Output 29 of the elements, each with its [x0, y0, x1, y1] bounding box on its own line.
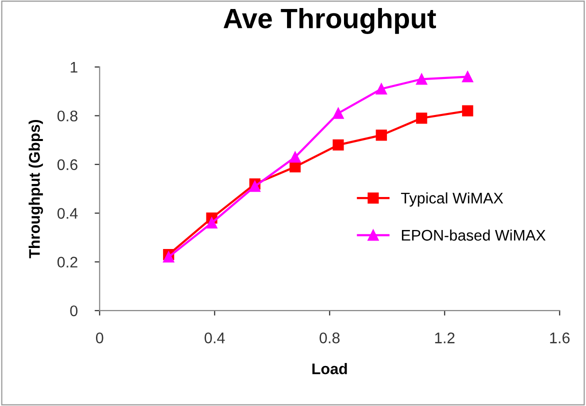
legend-label: Typical WiMAX [401, 192, 504, 207]
point [416, 74, 428, 85]
point [206, 217, 218, 228]
legend-label: EPON-based WiMAX [402, 229, 546, 241]
point [416, 112, 428, 124]
point [290, 152, 301, 163]
y-tick-label: 0.8 [57, 110, 78, 122]
x-tick-label: 0.8 [320, 332, 340, 344]
x-tick-label: 1.6 [550, 332, 570, 344]
y-axis-title: Throughput (Gbps) [28, 120, 43, 258]
point [290, 161, 301, 172]
y-tick-label: 1 [70, 62, 78, 73]
point [462, 71, 474, 82]
x-tick-label: 0.4 [204, 332, 225, 344]
x-axis-title: Load [312, 363, 347, 374]
point [376, 83, 387, 94]
y-tick-label: 0.2 [57, 256, 78, 268]
chart-title: Ave Throughput [224, 8, 436, 34]
y-tick-label: 0.6 [57, 159, 78, 170]
y-tick-label: 0 [70, 305, 78, 316]
point [332, 139, 344, 150]
point [332, 108, 344, 119]
point [376, 130, 387, 141]
point [249, 180, 260, 192]
point [163, 251, 174, 263]
x-tick-label: 1.2 [435, 332, 454, 344]
y-tick-label: 0.4 [57, 208, 78, 219]
point [462, 105, 474, 116]
x-tick-label: 0 [96, 332, 104, 344]
